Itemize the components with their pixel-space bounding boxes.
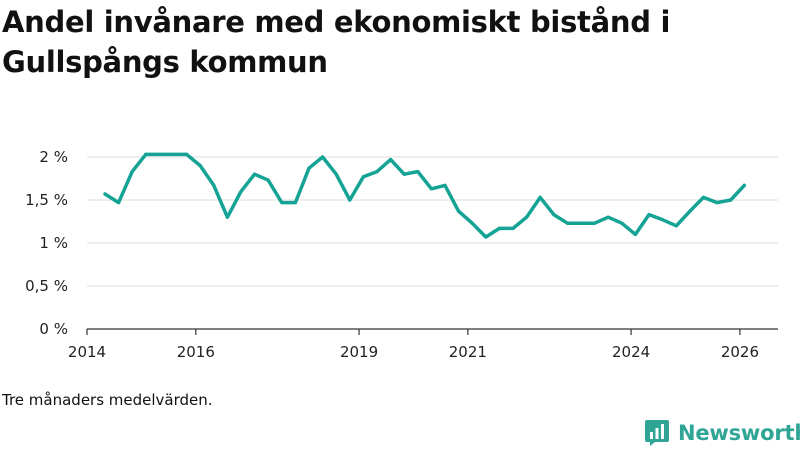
data-point[interactable]	[511, 226, 515, 230]
data-point[interactable]	[212, 183, 216, 187]
series-line	[103, 152, 747, 239]
data-point[interactable]	[416, 170, 420, 174]
data-point[interactable]	[742, 183, 746, 187]
data-point[interactable]	[334, 172, 338, 176]
x-tick-label: 2014	[68, 343, 106, 361]
line-chart: 0 % 0,5 % 1 % 1,5 % 2 % 2014 2016 2019 2021 2024…	[25, 148, 778, 361]
data-point[interactable]	[321, 155, 325, 159]
data-point[interactable]	[633, 232, 638, 236]
data-point[interactable]	[525, 215, 529, 219]
data-point[interactable]	[429, 187, 433, 191]
data-point[interactable]	[361, 175, 365, 179]
chart-title: Andel invånare med ekonomiskt bistånd i …	[2, 5, 671, 79]
x-tick-label: 2019	[340, 343, 378, 361]
data-point[interactable]	[647, 213, 651, 217]
data-point[interactable]	[266, 178, 270, 182]
data-point[interactable]	[144, 152, 148, 156]
newsworthy-logo-icon	[645, 420, 669, 446]
x-tick-label: 2024	[612, 343, 650, 361]
data-point[interactable]	[497, 226, 501, 230]
series-layer	[103, 152, 747, 239]
y-tick-label: 2 %	[39, 148, 68, 166]
data-point[interactable]	[538, 195, 542, 199]
data-point[interactable]	[402, 172, 406, 176]
chart-footnote: Tre månaders medelvärden.	[2, 391, 213, 409]
data-point[interactable]	[701, 195, 706, 199]
data-point[interactable]	[103, 192, 107, 196]
y-tick-label: 1,5 %	[25, 191, 68, 209]
data-point[interactable]	[443, 183, 447, 187]
data-point[interactable]	[715, 201, 719, 205]
data-point[interactable]	[661, 218, 665, 222]
data-point[interactable]	[606, 215, 610, 219]
data-point[interactable]	[389, 158, 393, 162]
data-point[interactable]	[307, 166, 311, 170]
data-point[interactable]	[280, 201, 284, 205]
x-tick-label: 2016	[177, 343, 215, 361]
x-tick-label: 2021	[449, 343, 487, 361]
x-axis-ticks: 2014 2016 2019 2021 2024 2026	[68, 329, 759, 361]
data-point[interactable]	[579, 221, 583, 225]
data-point[interactable]	[117, 201, 121, 205]
data-point[interactable]	[253, 172, 257, 176]
gridlines	[87, 156, 778, 287]
data-point[interactable]	[157, 152, 161, 156]
y-tick-label: 0,5 %	[25, 277, 68, 295]
y-tick-label: 0 %	[39, 320, 68, 338]
data-point[interactable]	[484, 235, 488, 239]
data-point[interactable]	[470, 221, 474, 225]
data-point[interactable]	[171, 152, 175, 156]
data-point[interactable]	[348, 198, 352, 202]
data-point[interactable]	[185, 152, 189, 156]
data-point[interactable]	[729, 198, 733, 202]
data-point[interactable]	[225, 215, 229, 219]
y-tick-label: 1 %	[39, 234, 68, 252]
data-point[interactable]	[198, 164, 202, 168]
data-point[interactable]	[375, 170, 379, 174]
data-point[interactable]	[130, 170, 134, 174]
brand-logo[interactable]: Newsworthy	[644, 418, 800, 448]
data-point[interactable]	[552, 213, 556, 217]
data-point[interactable]	[593, 221, 597, 225]
data-point[interactable]	[457, 209, 461, 213]
data-point[interactable]	[674, 224, 678, 228]
data-point[interactable]	[688, 209, 692, 213]
y-axis-ticks: 0 % 0,5 % 1 % 1,5 % 2 %	[25, 148, 68, 338]
data-point[interactable]	[565, 221, 570, 225]
data-point[interactable]	[239, 189, 243, 193]
data-point[interactable]	[293, 201, 297, 205]
x-tick-label: 2026	[721, 343, 759, 361]
data-point[interactable]	[620, 221, 624, 225]
brand-name: Newsworthy	[678, 421, 800, 445]
